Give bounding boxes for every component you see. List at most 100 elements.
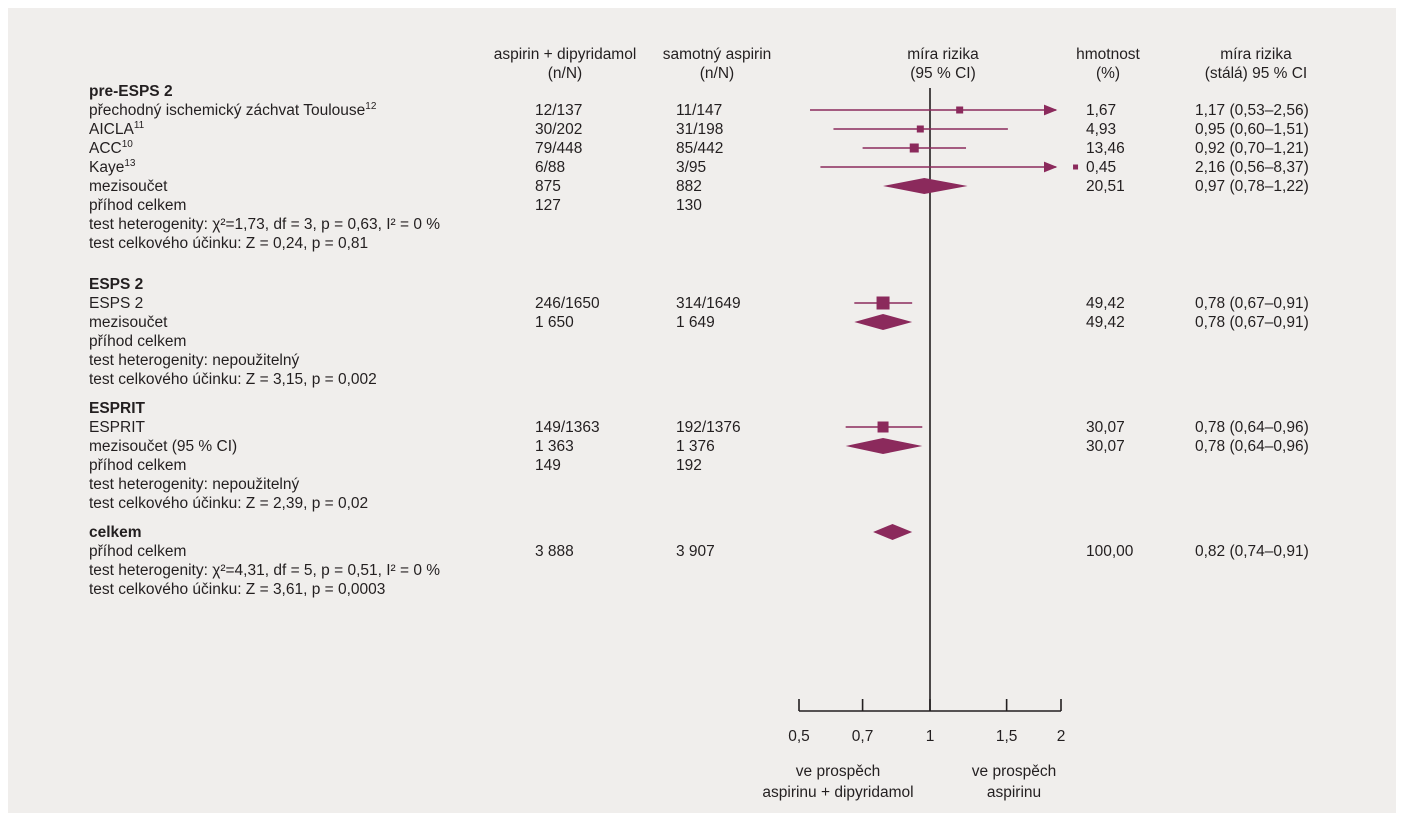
diamond-1	[883, 178, 968, 194]
cell-risk-ratio-ci: 0,78 (0,64–0,96)	[1195, 438, 1309, 455]
forest-plot: 0,5 0,7 1 1,5 2	[788, 88, 1079, 745]
cell-aspirin-dipyridamol: 875	[535, 178, 561, 195]
reference-superscript: 10	[121, 138, 133, 150]
study-marker-4	[1073, 164, 1079, 170]
cell-aspirin-alone: 11/147	[676, 102, 723, 119]
summary-row-label: test celkového účinku: Z = 3,15, p = 0,0…	[89, 371, 377, 388]
header-aspirin-alone-line1: samotný aspirin	[662, 46, 772, 63]
cell-weight: 20,51	[1086, 178, 1125, 195]
forest-plot-panel: aspirin + dipyridamol (n/N) samotný aspiri…	[8, 8, 1396, 813]
summary-row-label: příhod celkem	[89, 197, 187, 214]
diamond-2	[854, 314, 913, 330]
summary-row-label: test heterogenity: nepoužitelný	[89, 476, 300, 493]
header-risk-ratio-ci-line2: (stálá) 95 % CI	[1204, 65, 1308, 82]
study-row-label: ACC10	[89, 138, 133, 157]
cell-risk-ratio-ci: 2,16 (0,56–8,37)	[1195, 159, 1309, 176]
header-weight-line2: (%)	[1095, 65, 1121, 82]
subtotal-row-label: mezisoučet	[89, 178, 168, 195]
study-marker-2	[916, 125, 924, 133]
cell-aspirin-dipyridamol: 149/1363	[535, 419, 600, 436]
cell-weight: 30,07	[1086, 419, 1125, 436]
cell-weight: 30,07	[1086, 438, 1125, 455]
cell-risk-ratio-ci: 0,78 (0,67–0,91)	[1195, 314, 1309, 331]
cell-risk-ratio-ci: 1,17 (0,53–2,56)	[1195, 102, 1309, 119]
summary-row-label: test celkového účinku: Z = 3,61, p = 0,0…	[89, 581, 386, 598]
study-marker-3	[909, 143, 919, 153]
favours-left-line2: aspirinu + dipyridamol	[762, 784, 914, 801]
cell-weight: 49,42	[1086, 295, 1125, 312]
reference-superscript: 11	[133, 119, 145, 131]
cell-aspirin-alone: 85/442	[676, 140, 724, 157]
cell-weight: 1,67	[1086, 102, 1117, 119]
diamond-4	[873, 524, 913, 540]
total-row-label: příhod celkem	[89, 543, 187, 560]
header-aspirin-dipyridamol-line2: (n/N)	[547, 65, 583, 82]
x-tick-label-1: 0,5	[788, 728, 810, 745]
subtotal-row-label: mezisoučet (95 % CI)	[89, 438, 238, 455]
summary-row-label: test celkového účinku: Z = 0,24, p = 0,8…	[89, 235, 369, 252]
study-row-label: AICLA11	[89, 119, 145, 138]
cell-aspirin-alone: 3 907	[676, 543, 715, 560]
section-title-label: ESPS 2	[89, 276, 144, 293]
favours-left-line1: ve prospěch	[795, 763, 881, 780]
summary-row-label: příhod celkem	[89, 457, 187, 474]
study-row-label: Kaye13	[89, 157, 136, 176]
study-row-label: přechodný ischemický záchvat Toulouse12	[89, 100, 377, 119]
summary-row-label: test heterogenity: χ²=1,73, df = 3, p = …	[89, 216, 441, 233]
cell-weight: 100,00	[1086, 543, 1134, 560]
x-tick-label-5: 2	[1057, 728, 1066, 745]
favours-right-line2: aspirinu	[986, 784, 1042, 801]
cell-aspirin-dipyridamol: 127	[535, 197, 561, 214]
cell-risk-ratio-ci: 0,78 (0,64–0,96)	[1195, 419, 1309, 436]
cell-aspirin-alone: 1 649	[676, 314, 715, 331]
study-row-label: ESPRIT	[89, 419, 145, 436]
cell-weight: 4,93	[1086, 121, 1117, 138]
section-title-label: pre-ESPS 2	[89, 83, 173, 100]
cell-weight: 13,46	[1086, 140, 1125, 157]
cell-aspirin-alone: 192	[676, 457, 702, 474]
study-row-label: ESPS 2	[89, 295, 144, 312]
cell-aspirin-alone: 130	[676, 197, 702, 214]
header-aspirin-dipyridamol-line1: aspirin + dipyridamol	[493, 46, 637, 63]
summary-row-label: test heterogenity: nepoužitelný	[89, 352, 300, 369]
cell-aspirin-dipyridamol: 1 363	[535, 438, 574, 455]
cell-aspirin-alone: 3/95	[676, 159, 707, 176]
cell-weight: 49,42	[1086, 314, 1125, 331]
study-marker-1	[956, 106, 964, 114]
cell-aspirin-dipyridamol: 79/448	[535, 140, 583, 157]
cell-aspirin-alone: 31/198	[676, 121, 724, 138]
cell-risk-ratio-ci: 0,78 (0,67–0,91)	[1195, 295, 1309, 312]
cell-aspirin-alone: 1 376	[676, 438, 715, 455]
summary-row-label: test celkového účinku: Z = 2,39, p = 0,0…	[89, 495, 369, 512]
section-title-label: ESPRIT	[89, 400, 145, 417]
reference-superscript: 13	[124, 157, 136, 169]
cell-weight: 0,45	[1086, 159, 1117, 176]
cell-aspirin-dipyridamol: 149	[535, 457, 561, 474]
cell-aspirin-dipyridamol: 12/137	[535, 102, 583, 119]
header-weight-line1: hmotnost	[1076, 46, 1140, 63]
header-risk-ratio-ci-line1: míra rizika	[1220, 46, 1292, 63]
header-plot-risk-ratio-line2: (95 % CI)	[910, 65, 976, 82]
x-tick-label-3: 1	[926, 728, 935, 745]
cell-aspirin-dipyridamol: 1 650	[535, 314, 574, 331]
cell-risk-ratio-ci: 0,92 (0,70–1,21)	[1195, 140, 1309, 157]
header-aspirin-alone-line2: (n/N)	[699, 65, 735, 82]
cell-aspirin-dipyridamol: 3 888	[535, 543, 574, 560]
cell-risk-ratio-ci: 0,95 (0,60–1,51)	[1195, 121, 1309, 138]
header-plot-risk-ratio-line1: míra rizika	[907, 46, 979, 63]
cell-aspirin-dipyridamol: 246/1650	[535, 295, 600, 312]
cell-aspirin-alone: 882	[676, 178, 702, 195]
summary-row-label: test heterogenity: χ²=4,31, df = 5, p = …	[89, 562, 441, 579]
summary-row-label: příhod celkem	[89, 333, 187, 350]
study-marker-6	[877, 421, 889, 433]
cell-risk-ratio-ci: 0,82 (0,74–0,91)	[1195, 543, 1309, 560]
cell-aspirin-dipyridamol: 30/202	[535, 121, 583, 138]
cell-aspirin-alone: 314/1649	[676, 295, 741, 312]
reference-superscript: 12	[365, 100, 377, 112]
favours-right-line1: ve prospěch	[971, 763, 1057, 780]
cell-risk-ratio-ci: 0,97 (0,78–1,22)	[1195, 178, 1309, 195]
x-tick-label-4: 1,5	[996, 728, 1018, 745]
section-title-label: celkem	[89, 524, 142, 541]
cell-aspirin-alone: 192/1376	[676, 419, 741, 436]
diamond-3	[845, 438, 923, 454]
